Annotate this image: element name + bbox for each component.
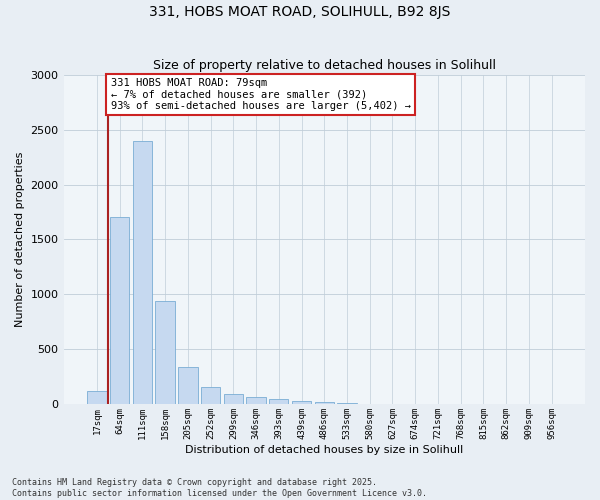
Bar — [201, 387, 220, 404]
Bar — [110, 218, 130, 404]
X-axis label: Distribution of detached houses by size in Solihull: Distribution of detached houses by size … — [185, 445, 463, 455]
Y-axis label: Number of detached properties: Number of detached properties — [15, 152, 25, 327]
Bar — [133, 140, 152, 404]
Text: 331, HOBS MOAT ROAD, SOLIHULL, B92 8JS: 331, HOBS MOAT ROAD, SOLIHULL, B92 8JS — [149, 5, 451, 19]
Bar — [314, 402, 334, 404]
Bar — [87, 390, 107, 404]
Bar — [269, 400, 289, 404]
Title: Size of property relative to detached houses in Solihull: Size of property relative to detached ho… — [153, 59, 496, 72]
Bar — [247, 398, 266, 404]
Bar — [178, 367, 197, 405]
Bar — [155, 301, 175, 405]
Bar — [292, 402, 311, 404]
Bar — [224, 394, 243, 404]
Text: 331 HOBS MOAT ROAD: 79sqm
← 7% of detached houses are smaller (392)
93% of semi-: 331 HOBS MOAT ROAD: 79sqm ← 7% of detach… — [110, 78, 410, 111]
Text: Contains HM Land Registry data © Crown copyright and database right 2025.
Contai: Contains HM Land Registry data © Crown c… — [12, 478, 427, 498]
